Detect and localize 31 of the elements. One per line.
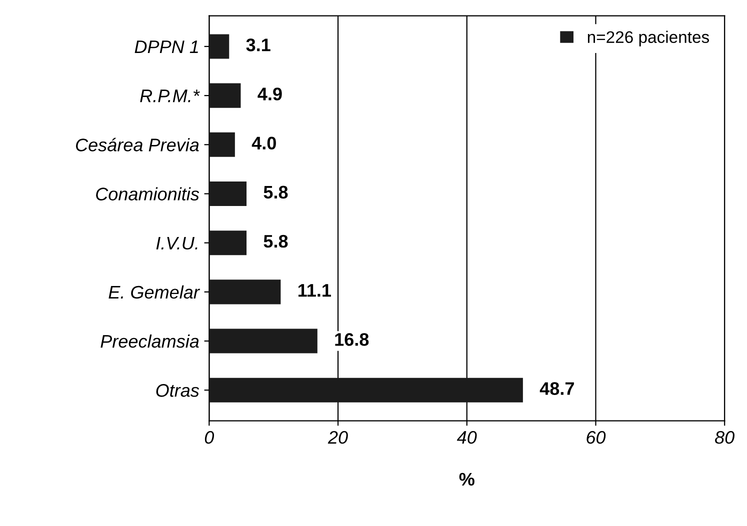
bar [209, 83, 241, 108]
x-tick-label: 20 [328, 431, 348, 444]
data-label: 48.7 [540, 382, 574, 395]
x-tick-label: 80 [715, 431, 734, 444]
data-label: 4.9 [258, 88, 282, 100]
x-axis-title: % [459, 472, 474, 486]
data-label: 3.1 [246, 38, 270, 52]
y-tick-label: Cesárea Previa [76, 138, 199, 152]
y-tick-label: DPPN 1 [134, 40, 198, 54]
bar [209, 230, 247, 256]
x-tick-label: 40 [456, 431, 477, 444]
data-label: 11.1 [298, 284, 331, 297]
bar [209, 181, 247, 206]
bar [209, 280, 281, 304]
data-label: 5.8 [264, 186, 288, 199]
y-tick-label: E. Gemelar [108, 285, 200, 299]
data-label: 5.8 [264, 234, 288, 248]
y-tick-label: Preeclamsia [100, 334, 199, 348]
bar [209, 328, 318, 354]
x-tick-label: 60 [586, 431, 606, 444]
bar [209, 34, 230, 59]
y-tick-label: I.V.U. [156, 236, 198, 250]
data-label: 16.8 [335, 333, 369, 346]
y-tick-label: Otras [156, 384, 200, 397]
legend-label: n=226 pacientes [588, 30, 709, 46]
y-tick-label: Conamionitis [96, 187, 200, 200]
y-tick-label: R.P.M.* [140, 90, 200, 102]
x-tick-label: 0 [204, 431, 214, 444]
bar [209, 132, 235, 157]
bar [209, 378, 523, 402]
data-label: 4.0 [252, 136, 276, 150]
